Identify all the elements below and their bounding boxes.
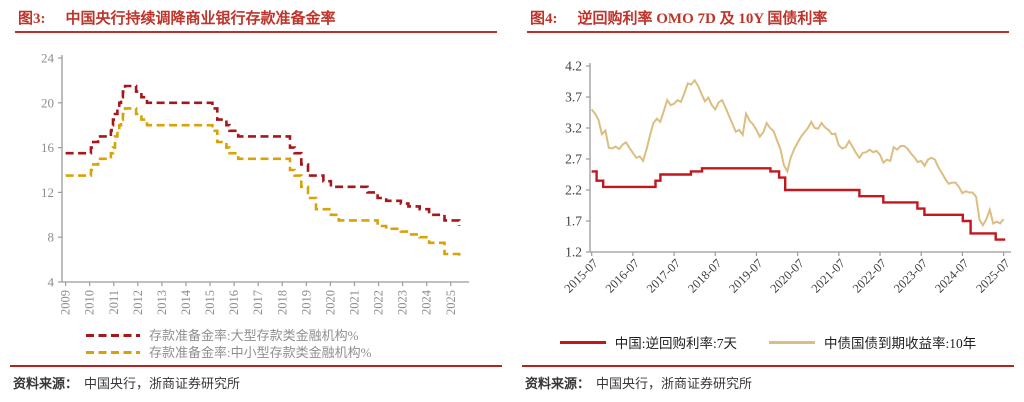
svg-text:2010: 2010 — [83, 290, 97, 315]
solid-line-sample-tan — [769, 340, 815, 344]
figure-3-legend: 存款准备金率:大型存款类金融机构% 存款准备金率:中小型存款类金融机构% — [86, 327, 371, 361]
source-text: 中国央行，浙商证券研究所 — [84, 376, 241, 391]
svg-text:4: 4 — [48, 275, 55, 290]
svg-text:3.7: 3.7 — [565, 90, 582, 105]
svg-text:2018-07: 2018-07 — [685, 256, 724, 295]
svg-text:4.2: 4.2 — [565, 59, 582, 74]
figure-3-panel: 24 20 16 12 8 4 2009 2010 2011 2012 2013 2014 2015 20… — [10, 7, 502, 392]
svg-text:1.7: 1.7 — [565, 214, 582, 229]
svg-text:2025: 2025 — [444, 290, 458, 315]
figure-3-title-rule — [15, 31, 497, 33]
legend-item-large-banks: 存款准备金率:大型存款类金融机构% — [86, 327, 371, 344]
svg-text:2020: 2020 — [323, 290, 337, 315]
svg-text:2012: 2012 — [131, 290, 145, 315]
svg-text:2.7: 2.7 — [565, 152, 582, 167]
figure-3-title-row: 图3: 中国央行持续调降商业银行存款准备金率 — [18, 7, 336, 28]
figure-4-title-row: 图4: 逆回购利率 OMO 7D 及 10Y 国债利率 — [530, 7, 827, 28]
svg-text:2023-07: 2023-07 — [891, 256, 930, 295]
solid-line-sample-red — [559, 340, 606, 344]
svg-text:2024: 2024 — [420, 289, 434, 315]
svg-text:2016-07: 2016-07 — [603, 256, 642, 295]
svg-text:2024-07: 2024-07 — [932, 256, 971, 295]
dashed-line-sample-red — [86, 334, 140, 337]
figure-4-title-rule — [527, 31, 1009, 33]
figure-3-label: 图3: — [18, 11, 46, 27]
svg-text:24: 24 — [41, 51, 55, 66]
source-label: 资料来源： — [525, 376, 591, 391]
svg-text:2021: 2021 — [347, 290, 361, 315]
svg-text:12: 12 — [41, 185, 54, 200]
figure-4-label: 图4: — [530, 11, 558, 27]
legend-item-reverse-repo: 中国:逆回购利率:7天 — [559, 332, 737, 352]
legend-label-small-banks: 存款准备金率:中小型存款类金融机构% — [149, 345, 372, 360]
svg-text:2013: 2013 — [155, 290, 169, 315]
svg-text:2025-07: 2025-07 — [973, 256, 1012, 295]
svg-text:2014: 2014 — [179, 289, 193, 315]
figure-3-source: 资料来源： 中国央行，浙商证券研究所 — [13, 373, 240, 392]
svg-text:2020-07: 2020-07 — [767, 256, 806, 295]
figure-3-title: 中国央行持续调降商业银行存款准备金率 — [65, 11, 336, 27]
legend-item-small-banks: 存款准备金率:中小型存款类金融机构% — [86, 344, 371, 361]
svg-text:2019-07: 2019-07 — [726, 256, 765, 295]
svg-text:2022-07: 2022-07 — [850, 256, 889, 295]
figure-4-bottom-rule — [522, 365, 1014, 367]
legend-label-reverse-repo: 中国:逆回购利率:7天 — [614, 336, 737, 351]
svg-text:2017: 2017 — [251, 290, 265, 315]
svg-text:2021-07: 2021-07 — [809, 256, 848, 295]
svg-text:2023: 2023 — [396, 290, 410, 315]
svg-text:16: 16 — [41, 140, 55, 155]
figure-4-title: 逆回购利率 OMO 7D 及 10Y 国债利率 — [577, 11, 828, 27]
svg-text:3.2: 3.2 — [565, 121, 582, 136]
legend-item-10y-yield: 中债国债到期收益率:10年 — [769, 332, 976, 352]
svg-text:2019: 2019 — [299, 290, 313, 315]
svg-text:2009: 2009 — [59, 290, 73, 315]
svg-text:2016: 2016 — [227, 290, 241, 315]
svg-text:2017-07: 2017-07 — [644, 256, 683, 295]
svg-text:2015-07: 2015-07 — [561, 256, 600, 295]
svg-text:2011: 2011 — [107, 290, 121, 315]
legend-label-10y-yield: 中债国债到期收益率:10年 — [824, 336, 977, 351]
figure-3-bottom-rule — [10, 365, 502, 367]
dashed-line-sample-gold — [86, 351, 140, 354]
svg-text:2015: 2015 — [203, 290, 217, 315]
source-text: 中国央行，浙商证券研究所 — [596, 376, 753, 391]
legend-label-large-banks: 存款准备金率:大型存款类金融机构% — [149, 328, 359, 343]
svg-text:2022: 2022 — [372, 290, 386, 315]
figure-4-legend: 中国:逆回购利率:7天 中债国债到期收益率:10年 — [512, 332, 1024, 352]
svg-text:20: 20 — [41, 95, 54, 110]
svg-text:2018: 2018 — [275, 290, 289, 315]
svg-text:8: 8 — [48, 230, 55, 245]
source-label: 资料来源： — [13, 376, 79, 391]
figure-4-source: 资料来源： 中国央行，浙商证券研究所 — [525, 373, 752, 392]
figure-4-panel: 4.2 3.7 3.2 2.7 2.2 1.7 1.2 2015-07 2016-07 2017-… — [512, 0, 1024, 402]
svg-text:1.2: 1.2 — [565, 245, 582, 260]
svg-text:2.2: 2.2 — [565, 183, 582, 198]
